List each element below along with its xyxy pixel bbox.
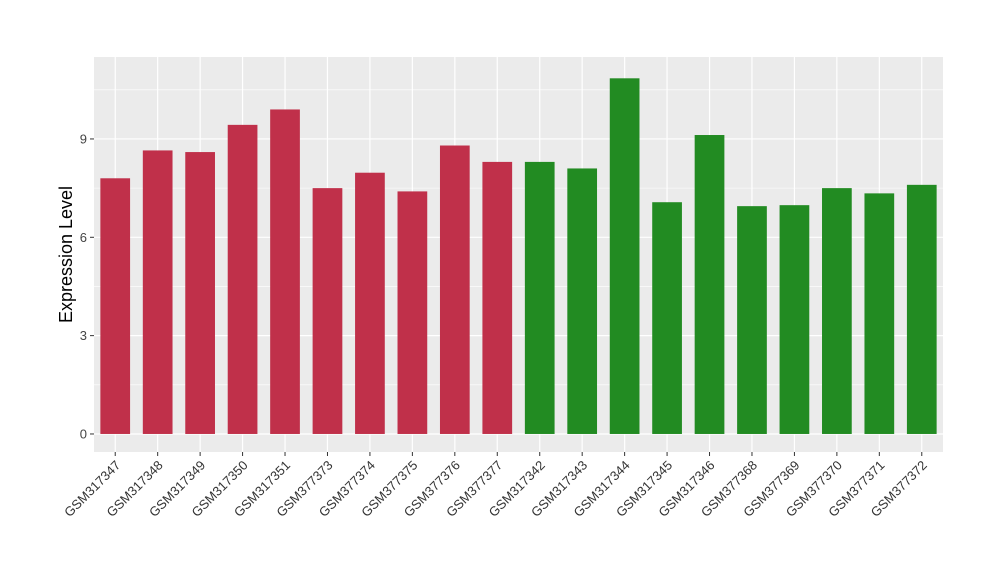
bar-GSM377372	[906, 184, 937, 434]
bar-GSM377375	[397, 191, 428, 434]
bars	[100, 78, 937, 434]
bar-GSM317344	[609, 78, 640, 434]
bar-GSM317346	[694, 135, 725, 434]
bar-GSM377373	[312, 188, 343, 434]
y-tick-label: 9	[80, 131, 87, 146]
bar-GSM317348	[142, 150, 173, 434]
y-axis: 0 3 6 9	[80, 131, 94, 441]
bar-GSM317347	[100, 178, 131, 434]
x-axis: GSM317347GSM317348GSM317349GSM317350GSM3…	[61, 452, 930, 520]
bar-GSM377369	[779, 205, 810, 434]
bar-GSM377377	[482, 161, 513, 434]
y-tick-label: 6	[80, 230, 87, 245]
bar-GSM317342	[524, 161, 555, 434]
bar-GSM377368	[737, 206, 767, 434]
y-tick-label: 3	[80, 328, 87, 343]
bar-GSM377374	[355, 172, 385, 434]
bar-GSM377370	[822, 188, 852, 434]
y-axis-title: Expression Level	[56, 186, 76, 323]
bar-GSM377376	[439, 145, 470, 434]
bar-GSM317349	[185, 152, 215, 434]
bar-GSM317351	[270, 109, 300, 434]
bar-GSM317343	[567, 168, 598, 434]
plot-panel	[94, 57, 943, 452]
bar-GSM317345	[652, 202, 682, 434]
bar-GSM317350	[227, 124, 258, 434]
y-tick-label: 0	[80, 426, 87, 441]
bar-GSM377371	[864, 193, 895, 434]
